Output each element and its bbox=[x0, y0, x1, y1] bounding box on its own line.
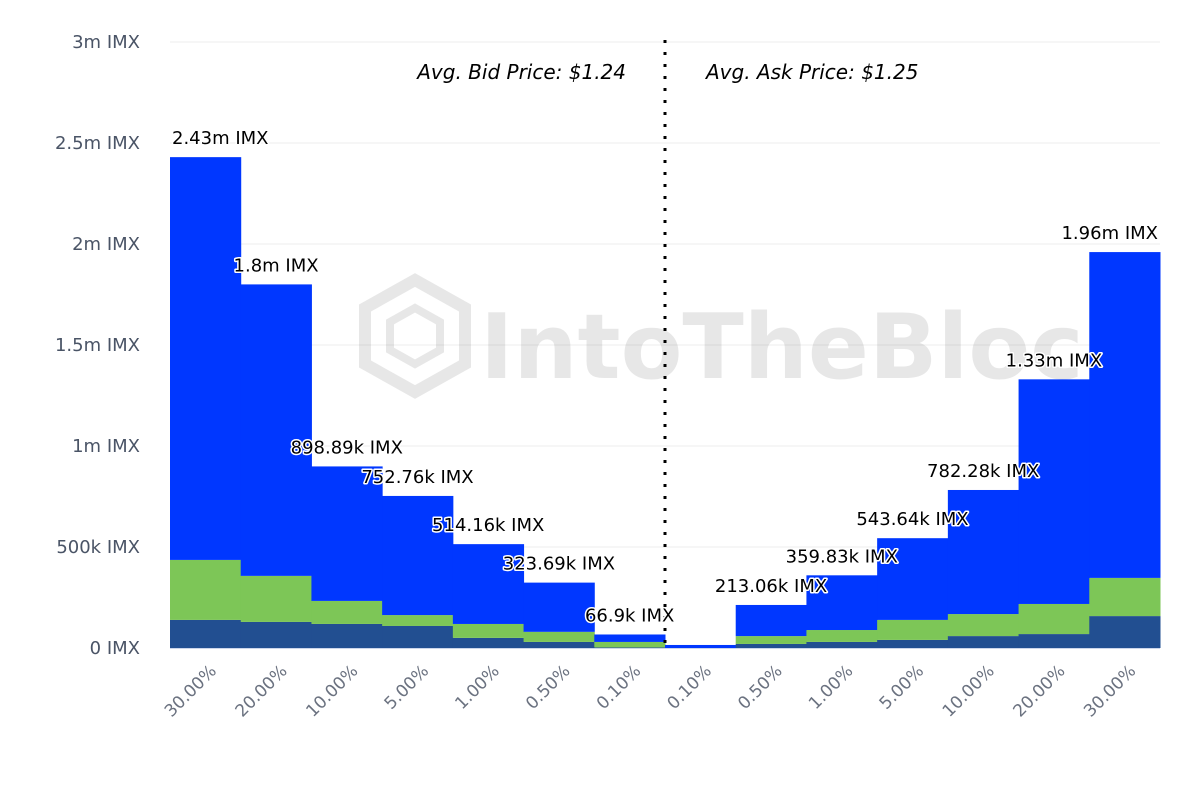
data-label: 1.33m IMX bbox=[1006, 350, 1103, 371]
bar-segment-0[interactable] bbox=[877, 639, 949, 648]
y-tick-label: 1.5m IMX bbox=[55, 335, 140, 356]
data-label: 1.8m IMX bbox=[234, 255, 319, 276]
x-tick-label: 0.50% bbox=[734, 661, 786, 713]
x-tick-label: 0.10% bbox=[664, 661, 716, 713]
bar-segment-1[interactable] bbox=[947, 614, 1020, 637]
bar-segment-0[interactable] bbox=[452, 637, 525, 648]
data-label: 359.83k IMX bbox=[786, 546, 898, 567]
bar-segment-1[interactable] bbox=[311, 600, 383, 624]
data-labels: 2.43m IMX 1.8m IMX 898.89k IMX 752.76k IMX 5… bbox=[171, 127, 1160, 628]
data-label: 543.64k IMX bbox=[856, 509, 968, 530]
bar-segment-0[interactable] bbox=[240, 621, 312, 648]
bar-segment-1[interactable] bbox=[452, 623, 525, 638]
bar-segment-1[interactable] bbox=[877, 619, 949, 640]
x-tick-label: 10.00% bbox=[302, 661, 362, 721]
bar-segment-2[interactable] bbox=[877, 538, 949, 620]
bar-segment-0[interactable] bbox=[735, 643, 807, 648]
bar-segment-0[interactable] bbox=[523, 641, 595, 648]
data-label: 323.69k IMX bbox=[503, 554, 615, 575]
bar-segment-2[interactable] bbox=[452, 544, 525, 624]
y-tick-label: 3m IMX bbox=[72, 32, 140, 53]
bar-segment-2[interactable] bbox=[240, 284, 312, 576]
data-label: 213.06k IMX bbox=[715, 576, 827, 597]
x-tick-label: 5.00% bbox=[876, 661, 928, 713]
bar-segment-0[interactable] bbox=[1018, 634, 1090, 648]
x-tick-label: 20.00% bbox=[232, 661, 292, 721]
bar-segment-1[interactable] bbox=[735, 636, 807, 644]
bar-segment-1[interactable] bbox=[806, 630, 878, 642]
bar-segment-2[interactable] bbox=[170, 157, 242, 560]
x-tick-label: 1.00% bbox=[451, 661, 503, 713]
bar-segment-0[interactable] bbox=[382, 625, 454, 648]
bar-segment-1[interactable] bbox=[1018, 603, 1090, 635]
data-label: 1.96m IMX bbox=[1061, 223, 1158, 244]
x-axis: 30.00% 20.00% 10.00% 5.00% 1.00% 0.50% 0.10% 0.… bbox=[161, 661, 1140, 721]
y-tick-label: 0 IMX bbox=[90, 638, 140, 659]
bar-segment-0[interactable] bbox=[947, 636, 1020, 648]
x-tick-label: 10.00% bbox=[939, 661, 999, 721]
bars bbox=[170, 157, 1161, 648]
bar-segment-2[interactable] bbox=[806, 575, 878, 631]
y-tick-label: 2.5m IMX bbox=[55, 133, 140, 154]
x-tick-label: 30.00% bbox=[1080, 661, 1140, 721]
data-label: 2.43m IMX bbox=[172, 128, 269, 149]
bar-segment-2[interactable] bbox=[311, 466, 383, 601]
data-label: 898.89k IMX bbox=[291, 437, 403, 458]
y-axis: 0 IMX 500k IMX 1m IMX 1.5m IMX 2m IMX 2.5m IM… bbox=[55, 32, 140, 659]
bar-segment-1[interactable] bbox=[240, 575, 312, 622]
x-tick-label: 0.10% bbox=[593, 661, 645, 713]
bar-segment-0[interactable] bbox=[170, 619, 242, 648]
bar-segment-1[interactable] bbox=[382, 615, 454, 626]
y-tick-label: 500k IMX bbox=[56, 537, 140, 558]
data-label: 514.16k IMX bbox=[432, 515, 544, 536]
bar-segment-2[interactable] bbox=[1018, 379, 1090, 604]
x-tick-label: 1.00% bbox=[805, 661, 857, 713]
y-tick-label: 1m IMX bbox=[72, 436, 140, 457]
bar-segment-0[interactable] bbox=[311, 623, 383, 648]
x-tick-label: 30.00% bbox=[161, 661, 221, 721]
bar-segment-2[interactable] bbox=[947, 489, 1020, 615]
bar-segment-2[interactable] bbox=[382, 495, 454, 616]
x-tick-label: 20.00% bbox=[1009, 661, 1069, 721]
bar-segment-1[interactable] bbox=[170, 559, 242, 620]
bar-segment-2[interactable] bbox=[735, 604, 807, 637]
bar-segment-0[interactable] bbox=[1089, 616, 1161, 648]
bar-segment-2[interactable] bbox=[665, 644, 737, 648]
bar-segment-1[interactable] bbox=[1089, 577, 1161, 617]
avg-bid-annotation: Avg. Bid Price: $1.24 bbox=[415, 60, 626, 84]
bar-segment-0[interactable] bbox=[806, 641, 878, 648]
x-tick-label: 5.00% bbox=[381, 661, 433, 713]
bar-segment-0[interactable] bbox=[594, 647, 666, 648]
avg-ask-annotation: Avg. Ask Price: $1.25 bbox=[704, 60, 918, 84]
bar-segment-1[interactable] bbox=[523, 631, 595, 642]
bar-segment-2[interactable] bbox=[594, 634, 666, 642]
bar-segment-1[interactable] bbox=[594, 641, 666, 648]
y-tick-label: 2m IMX bbox=[72, 234, 140, 255]
x-tick-label: 0.50% bbox=[522, 661, 574, 713]
watermark-logo-icon bbox=[359, 273, 471, 399]
bar-segment-2[interactable] bbox=[1089, 252, 1161, 578]
bar-segment-2[interactable] bbox=[523, 582, 595, 632]
data-label: 752.76k IMX bbox=[361, 467, 473, 488]
data-label: 782.28k IMX bbox=[927, 461, 1039, 482]
data-label: 66.9k IMX bbox=[585, 605, 674, 626]
